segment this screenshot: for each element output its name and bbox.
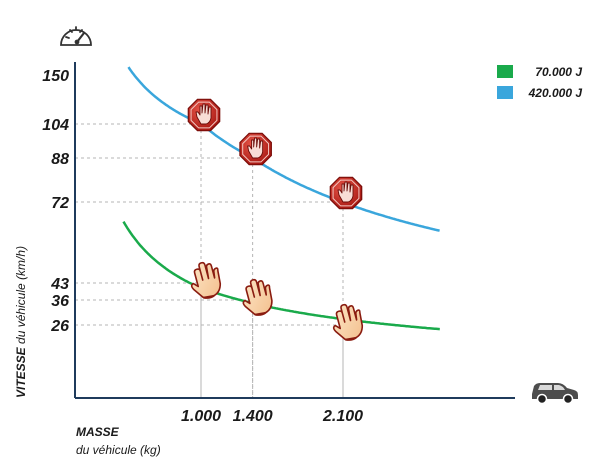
y-tick-label-72: 72 <box>51 195 69 212</box>
markers <box>187 98 364 341</box>
series-line-0 <box>122 220 440 331</box>
legend-swatch-blue <box>497 86 513 99</box>
marker-stop-sign-icon-0 <box>187 98 221 132</box>
marker-hand-icon-2 <box>332 303 364 341</box>
y-tick-label-88: 88 <box>51 151 69 168</box>
grid-lines <box>75 123 344 398</box>
legend-label-70000: 70.000 J <box>535 65 582 79</box>
x-tick-label-1.400: 1.400 <box>233 408 273 425</box>
marker-hand-icon-1 <box>242 278 273 316</box>
car-icon <box>532 383 578 405</box>
marker-hand-icon-0 <box>190 261 222 299</box>
y-axis-title-normal: du véhicule (km/h) <box>14 246 28 347</box>
x-axis-title-normal: du véhicule (kg) <box>76 443 161 457</box>
y-tick-label-150: 150 <box>42 68 69 85</box>
legend-swatch-green <box>497 65 513 78</box>
y-tick-label-43: 43 <box>50 276 69 293</box>
legend-label-420000: 420.000 J <box>528 86 583 100</box>
y-tick-label-104: 104 <box>42 117 69 134</box>
x-tick-label-1.000: 1.000 <box>181 408 221 425</box>
y-axis-title-bold: VITESSE <box>14 346 28 398</box>
speedometer-icon <box>60 26 92 46</box>
legend: 70.000 J 420.000 J <box>497 65 582 100</box>
series-line-1 <box>127 66 440 232</box>
y-tick-label-36: 36 <box>51 293 69 310</box>
curves <box>122 66 440 331</box>
y-tick-label-26: 26 <box>50 318 69 335</box>
marker-stop-sign-icon-2 <box>329 176 363 210</box>
marker-stop-sign-icon-1 <box>239 132 272 166</box>
y-axis-title: VITESSE du véhicule (km/h) <box>14 246 28 398</box>
x-axis-title-bold: MASSE <box>76 425 120 439</box>
x-tick-label-2.100: 2.100 <box>322 408 363 425</box>
